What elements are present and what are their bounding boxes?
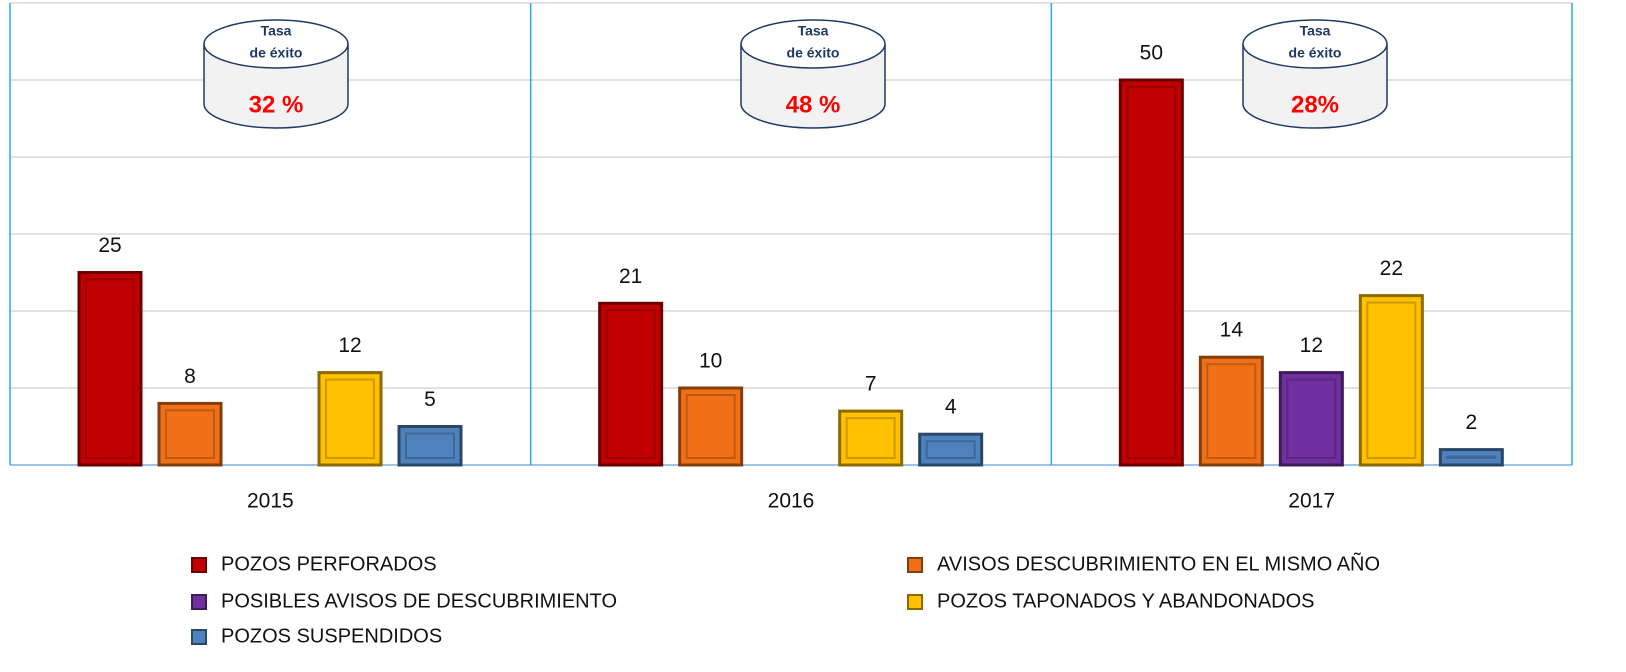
rate-caption: Tasa (798, 23, 829, 39)
bar (1278, 371, 1344, 467)
data-label: 25 (98, 234, 121, 257)
data-label: 21 (619, 265, 642, 288)
legend-label: POZOS SUSPENDIDOS (221, 625, 442, 647)
legend-label: POZOS PERFORADOS (221, 553, 437, 575)
legend-swatch (191, 594, 207, 610)
rate-caption: Tasa (1300, 23, 1331, 39)
bar-bevel (1446, 455, 1497, 460)
rate-caption: de éxito (250, 45, 303, 61)
rate-cylinder-top (203, 19, 349, 69)
rate-cylinder-top (740, 19, 886, 69)
x-tick-label: 2016 (768, 490, 815, 513)
bar-bevel (1126, 86, 1177, 459)
data-label: 22 (1380, 257, 1403, 280)
bar-bevel (165, 409, 215, 459)
bar (838, 409, 904, 467)
data-label: 2 (1465, 411, 1477, 434)
data-label: 4 (945, 396, 957, 419)
rate-caption: Tasa (261, 23, 292, 39)
bar (1118, 78, 1184, 467)
legend-label: POZOS TAPONADOS Y ABANDONADOS (937, 590, 1315, 612)
bar-bevel (405, 432, 455, 459)
data-label: 5 (424, 388, 436, 411)
bar (397, 425, 463, 467)
legend-swatch (191, 629, 207, 645)
data-label: 12 (338, 334, 361, 357)
legend-swatch (907, 594, 923, 610)
bar-bevel (85, 278, 135, 459)
bar-bevel (1366, 301, 1417, 459)
rate-caption: de éxito (787, 45, 840, 61)
bar (157, 401, 223, 467)
bar-bevel (1206, 363, 1257, 460)
bar (918, 432, 984, 467)
rate-value: 28% (1291, 91, 1339, 118)
bar (317, 371, 383, 467)
rate-value: 48 % (786, 91, 841, 118)
bar (1198, 355, 1264, 467)
data-label: 10 (699, 350, 722, 373)
data-label: 50 (1140, 42, 1163, 65)
bar (678, 386, 744, 467)
bar (77, 271, 143, 467)
bar-bevel (925, 440, 976, 460)
rate-cylinder-top (1242, 19, 1388, 69)
bar-bevel (685, 394, 736, 459)
bar-bevel (845, 417, 896, 460)
rate-value: 32 % (249, 91, 304, 118)
legend-label: POSIBLES AVISOS DE DESCUBRIMIENTO (221, 590, 617, 612)
x-tick-label: 2017 (1288, 490, 1335, 513)
data-label: 8 (184, 365, 196, 388)
legend-swatch (907, 557, 923, 573)
legend-label: AVISOS DESCUBRIMIENTO EN EL MISMO AÑO (937, 551, 1380, 575)
bar-bevel (325, 378, 375, 460)
data-label: 12 (1300, 334, 1323, 357)
bar-bevel (605, 309, 656, 459)
bar (1358, 294, 1424, 467)
bar (598, 301, 664, 467)
data-label: 14 (1220, 319, 1244, 342)
x-tick-label: 2015 (247, 490, 294, 513)
bar-bevel (1286, 378, 1337, 460)
rate-caption: de éxito (1289, 45, 1342, 61)
data-label: 7 (865, 373, 877, 396)
legend-swatch (191, 557, 207, 573)
